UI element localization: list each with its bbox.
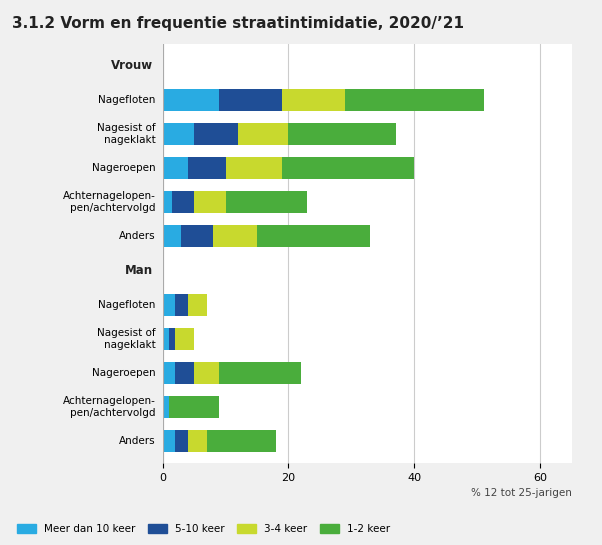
Bar: [163, 157, 188, 179]
Bar: [169, 396, 219, 418]
Bar: [206, 430, 276, 452]
Bar: [219, 362, 301, 384]
Bar: [238, 123, 288, 145]
Bar: [181, 225, 213, 247]
Bar: [169, 328, 175, 350]
Bar: [345, 89, 484, 111]
Text: % 12 tot 25-jarigen: % 12 tot 25-jarigen: [471, 488, 572, 498]
Bar: [163, 362, 175, 384]
Bar: [163, 396, 169, 418]
Bar: [163, 225, 181, 247]
Bar: [163, 328, 169, 350]
Text: 3.1.2 Vorm en frequentie straatintimidatie, 2020/’21: 3.1.2 Vorm en frequentie straatintimidat…: [12, 16, 464, 32]
Bar: [188, 294, 206, 316]
Legend: Meer dan 10 keer, 5-10 keer, 3-4 keer, 1-2 keer: Meer dan 10 keer, 5-10 keer, 3-4 keer, 1…: [17, 524, 390, 534]
Text: Man: Man: [125, 264, 153, 277]
Bar: [219, 89, 282, 111]
Bar: [163, 191, 172, 213]
Bar: [282, 89, 345, 111]
Bar: [163, 430, 175, 452]
Bar: [172, 191, 194, 213]
Bar: [288, 123, 396, 145]
Bar: [194, 362, 219, 384]
Bar: [175, 362, 194, 384]
Bar: [188, 157, 226, 179]
Bar: [175, 430, 188, 452]
Bar: [163, 123, 194, 145]
Bar: [282, 157, 414, 179]
Bar: [163, 294, 175, 316]
Bar: [194, 123, 238, 145]
Bar: [175, 294, 188, 316]
Text: Vrouw: Vrouw: [111, 59, 153, 72]
Bar: [213, 225, 257, 247]
Bar: [226, 157, 282, 179]
Bar: [194, 191, 226, 213]
Bar: [175, 328, 194, 350]
Bar: [226, 191, 308, 213]
Bar: [188, 430, 206, 452]
Bar: [257, 225, 370, 247]
Bar: [163, 89, 219, 111]
